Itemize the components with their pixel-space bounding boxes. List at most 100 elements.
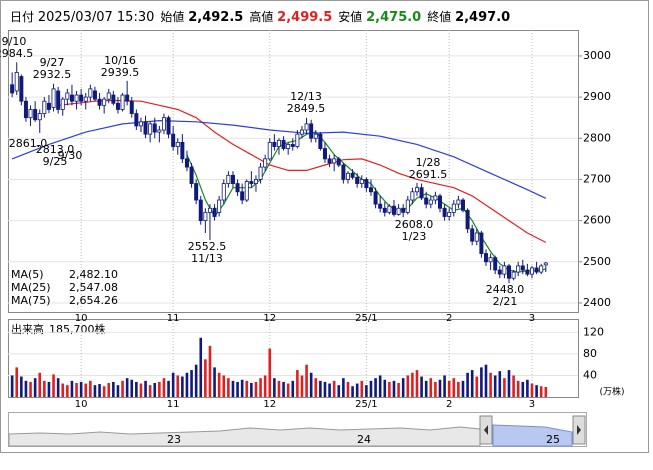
volume-bar — [171, 372, 175, 397]
volume-bar — [526, 379, 529, 397]
volume-bar — [75, 383, 78, 397]
low: 2,475.0 — [366, 10, 422, 25]
annotation-price: 2691.5 — [409, 168, 448, 181]
x-tick-label: 25/1 — [355, 399, 377, 410]
volume-bar — [282, 381, 285, 397]
volume-bar — [406, 375, 410, 397]
low-label: 安値 — [338, 10, 363, 24]
volume-bar — [153, 383, 157, 397]
volume-bar — [461, 380, 465, 397]
volume-bar — [434, 381, 437, 397]
volume-bar — [89, 380, 92, 397]
annotation-date: 1/28 — [416, 156, 441, 169]
volume-bar — [254, 381, 258, 397]
volume-bar — [539, 386, 543, 397]
legend-name: MA(5) — [11, 268, 44, 281]
volume-bar — [79, 381, 83, 397]
volume-bar — [98, 384, 101, 397]
candle-body — [502, 265, 507, 275]
volume-bar — [374, 378, 377, 397]
candle-body — [442, 207, 447, 217]
candle-body — [299, 129, 304, 135]
candle-body — [424, 197, 429, 205]
candle-body — [10, 84, 15, 94]
volume-bar — [158, 381, 161, 397]
volume-bar — [521, 381, 525, 397]
volume-bar — [332, 380, 336, 397]
candle-body — [102, 98, 107, 106]
volume-bar — [199, 337, 203, 397]
x-tick-label: 2 — [446, 313, 452, 324]
volume-bar — [365, 385, 368, 397]
annotation-date: 12/13 — [290, 90, 322, 103]
legend-value: 2,547.08 — [69, 281, 118, 294]
candle-body — [295, 133, 300, 147]
candle-body — [171, 133, 176, 147]
candle-body — [497, 269, 502, 275]
volume-bar — [489, 372, 492, 397]
volume-bar — [162, 378, 166, 397]
candle-body — [539, 265, 544, 273]
candle-body — [92, 90, 97, 100]
annotation-price: 2552.5 — [188, 240, 227, 253]
candle-body — [276, 139, 281, 147]
ma-line — [58, 99, 547, 243]
volume-bar — [70, 380, 74, 397]
volume-bar — [323, 381, 327, 397]
candle-body — [511, 271, 516, 279]
candle-body — [184, 158, 189, 168]
candle-body — [152, 123, 157, 133]
candle-body — [33, 109, 38, 121]
volume-bar — [475, 376, 479, 397]
volume-bar — [300, 375, 304, 397]
navigator-selection[interactable] — [492, 424, 573, 447]
x-tick-label: 3 — [529, 399, 535, 410]
volume-bar — [125, 378, 129, 397]
volume-bar — [61, 383, 65, 397]
candle-body — [166, 117, 171, 135]
candle-body — [143, 121, 148, 135]
volume-bar — [208, 345, 212, 397]
navigator-label: 23 — [167, 433, 181, 446]
volume-bar — [43, 380, 46, 397]
candle-body — [198, 199, 203, 222]
volume-bar — [411, 372, 414, 397]
volume-bar — [148, 385, 152, 397]
volume-label-name: 出来高 — [11, 322, 44, 336]
candle-body — [355, 176, 360, 184]
volume-bar — [415, 370, 419, 397]
candle-body — [97, 98, 102, 106]
volume-bar — [470, 370, 474, 397]
candle-body — [46, 102, 51, 110]
volume-bar — [112, 381, 115, 397]
x-tick-label: 12 — [263, 399, 276, 410]
candle-body — [506, 265, 511, 279]
volume-bar — [388, 381, 391, 397]
annotation-price: 2861.0 — [9, 137, 48, 150]
candle-body — [129, 100, 134, 114]
navigator-label: 25 — [546, 433, 560, 446]
candle-body — [230, 174, 235, 184]
volume-bar — [355, 383, 359, 397]
candle-body — [125, 94, 130, 102]
candle-body — [88, 88, 93, 98]
close: 2,497.0 — [455, 10, 511, 25]
volume-bar — [424, 380, 428, 397]
candle-body — [272, 141, 277, 147]
volume-bar — [447, 380, 451, 397]
candle-body — [309, 123, 314, 139]
volume-tick-label: 40 — [583, 368, 597, 381]
candle-body — [65, 92, 70, 100]
candle-body — [405, 199, 410, 213]
candle-body — [470, 228, 475, 242]
legend-name: MA(75) — [11, 294, 51, 307]
volume-bar — [452, 378, 456, 397]
volume-bar — [512, 375, 515, 397]
annotation-date: 11/13 — [191, 252, 223, 265]
volume-bar — [56, 378, 60, 397]
volume-bar — [530, 383, 534, 397]
candle-body — [56, 90, 61, 110]
volume-label: 出来高 185,700株 — [11, 322, 106, 336]
x-tick-label: 2 — [446, 399, 452, 410]
